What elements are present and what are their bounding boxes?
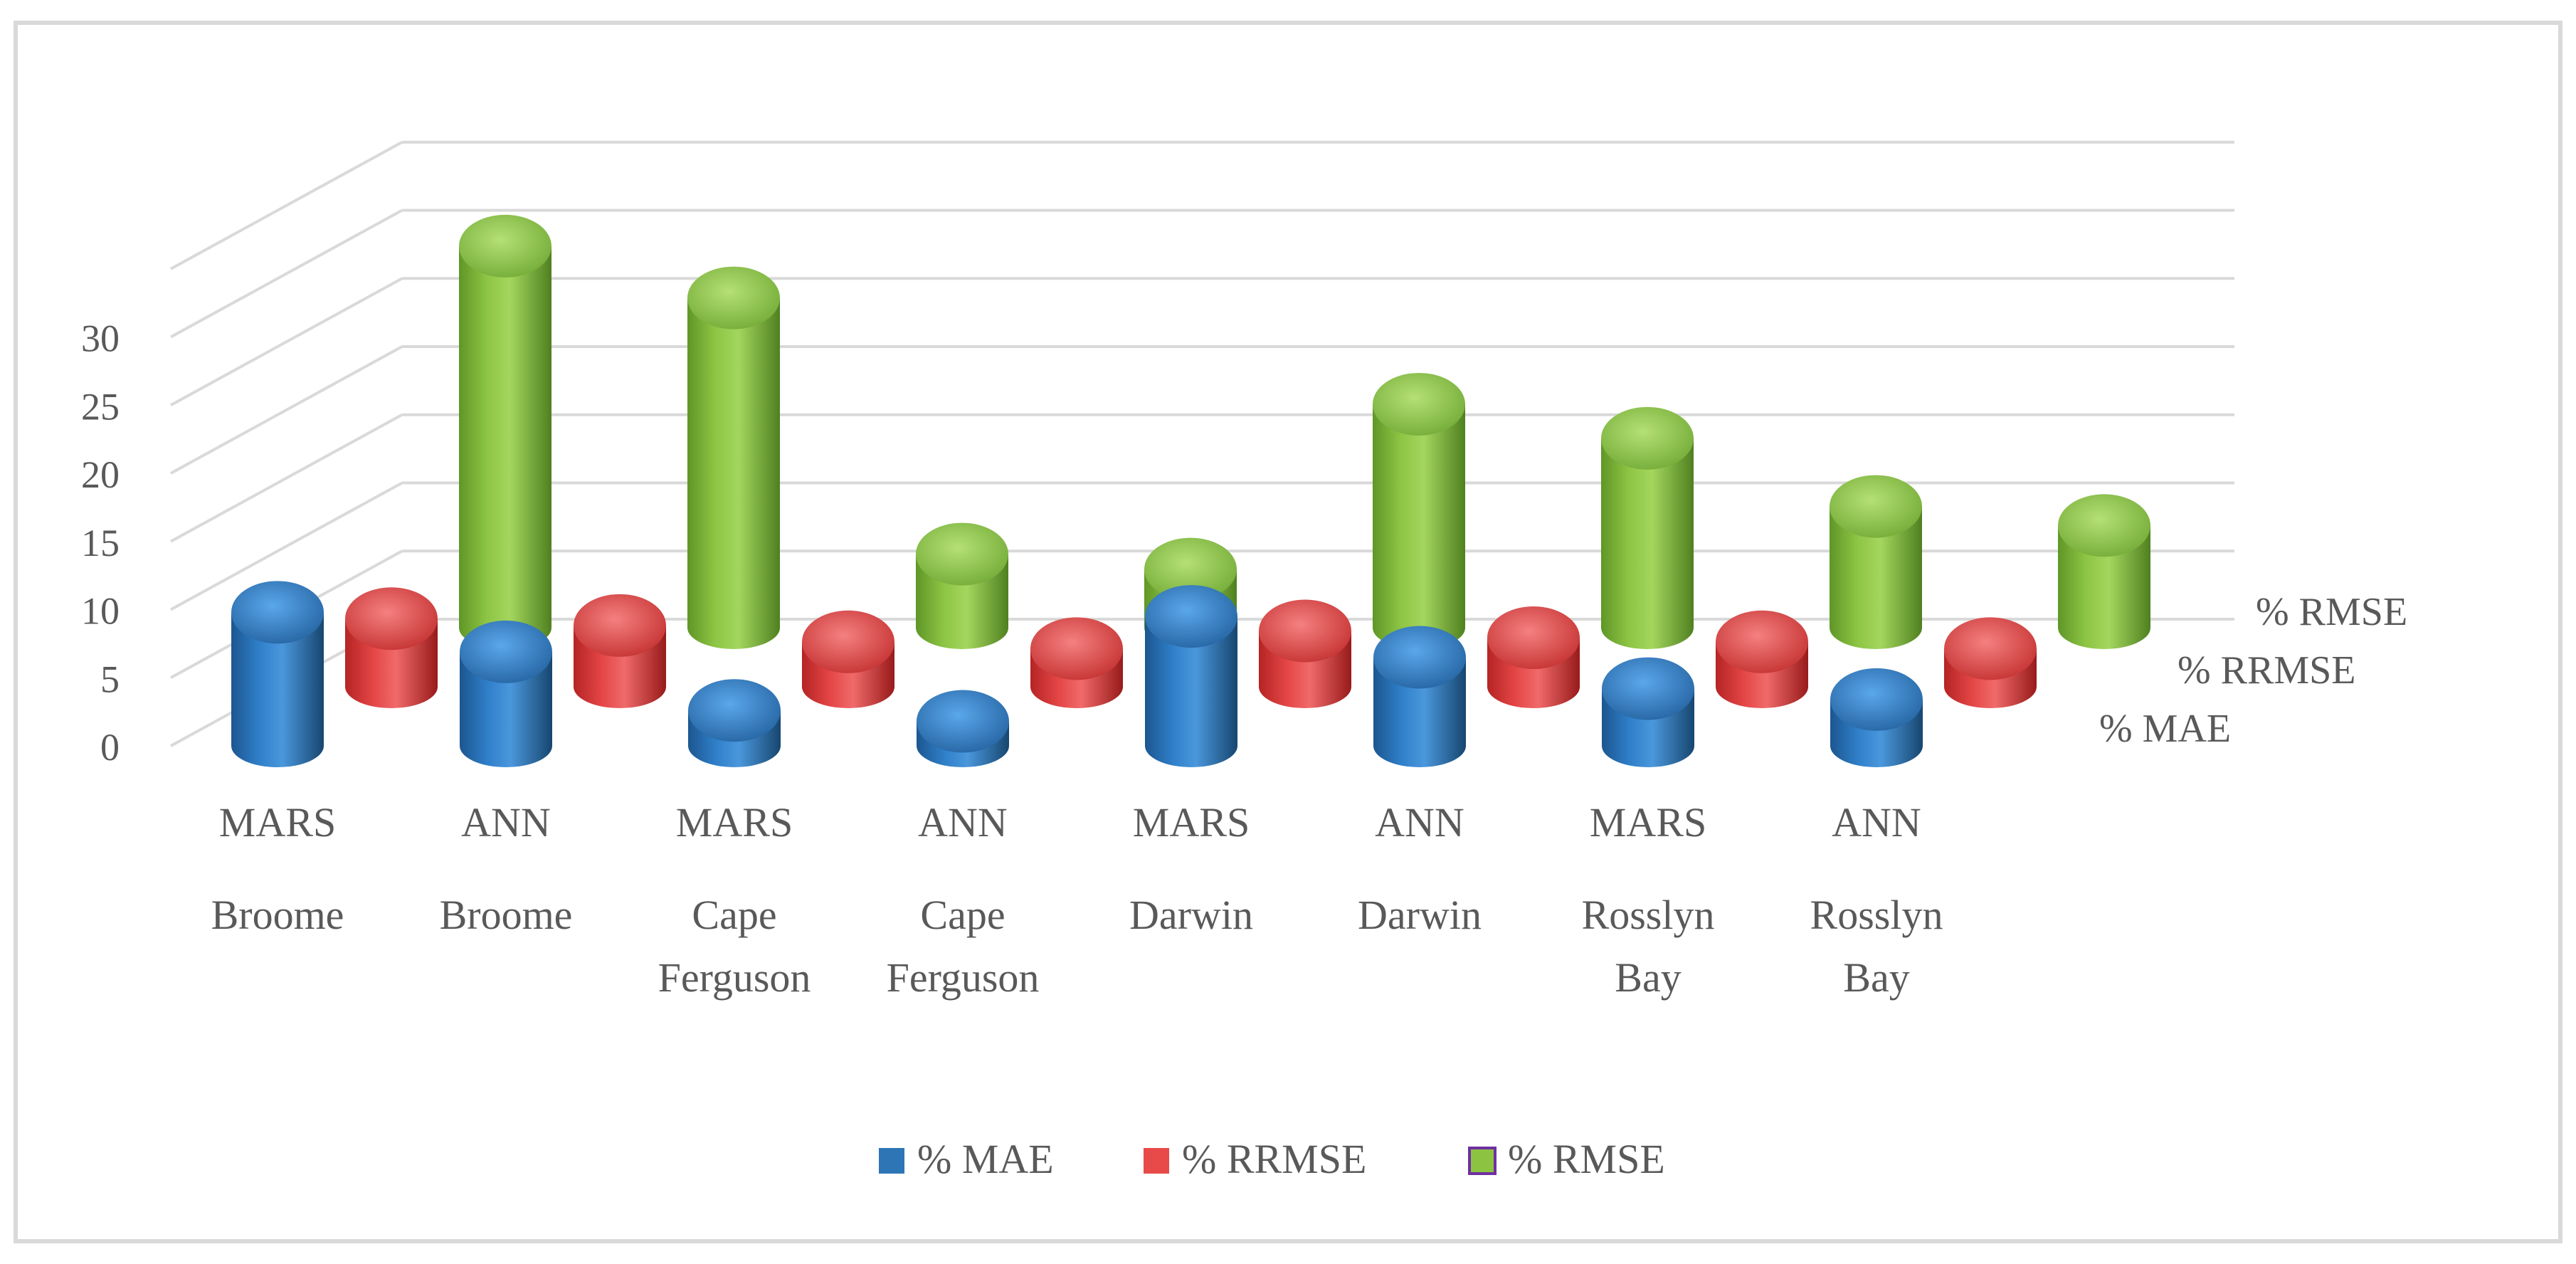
category-model-label: ANN bbox=[1375, 799, 1464, 846]
bar-mae-6 bbox=[1602, 657, 1694, 767]
bar-rmse-1 bbox=[687, 266, 780, 649]
bar-mae-4 bbox=[1145, 585, 1237, 767]
depth-axis-labels: % MAE % RRMSE % RMSE bbox=[2099, 590, 2407, 751]
category-model-label: ANN bbox=[461, 799, 551, 846]
category-model-label: MARS bbox=[1590, 799, 1706, 846]
gridline-side bbox=[170, 481, 403, 611]
bar-rmse-5 bbox=[1601, 406, 1694, 649]
y-tick-label: 25 bbox=[81, 385, 120, 428]
category-site-label: Rosslyn bbox=[1810, 892, 1943, 938]
bar-rrmse-2 bbox=[802, 610, 894, 708]
legend: % MAE % RRMSE % RMSE bbox=[879, 1136, 1665, 1182]
bar-rrmse-6 bbox=[1716, 610, 1808, 708]
y-tick-label: 15 bbox=[81, 522, 120, 564]
bar-mae-1 bbox=[460, 620, 552, 767]
category-model-label: MARS bbox=[219, 799, 336, 846]
bar-rrmse-3 bbox=[1030, 617, 1123, 708]
depth-label: % MAE bbox=[2099, 707, 2231, 751]
category-site-label: Bay bbox=[1843, 954, 1909, 1001]
bar-rmse-4 bbox=[1373, 372, 1465, 649]
x-axis-category-labels: MARS Broome ANN Broome MARS Cape Ferguson ANN Ca… bbox=[211, 799, 1943, 1001]
y-tick-label: 20 bbox=[81, 453, 120, 496]
category-site-label: Darwin bbox=[1358, 892, 1482, 938]
category-model-label: ANN bbox=[918, 799, 1008, 846]
bar-mae-0 bbox=[231, 581, 324, 767]
bar-mae-5 bbox=[1373, 626, 1466, 767]
category-site-label: Ferguson bbox=[887, 954, 1040, 1001]
gridline-side bbox=[170, 277, 403, 407]
bar-mae-7 bbox=[1830, 668, 1923, 767]
category-site-label: Cape bbox=[692, 892, 776, 938]
legend-swatch bbox=[1144, 1148, 1169, 1174]
category-model-label: MARS bbox=[1133, 799, 1250, 846]
category-site-label: Rosslyn bbox=[1582, 892, 1715, 938]
category-site-label: Bay bbox=[1615, 954, 1681, 1001]
bar-rmse-2 bbox=[916, 522, 1008, 649]
bar-rrmse-7 bbox=[1944, 617, 2037, 708]
y-axis-tick-labels: 0 5 10 15 20 25 30 bbox=[81, 317, 120, 769]
legend-item: % RRMSE bbox=[1144, 1136, 1366, 1182]
bar-mae-3 bbox=[917, 690, 1009, 767]
bar-rrmse-0 bbox=[345, 587, 438, 708]
legend-swatch bbox=[879, 1148, 904, 1174]
category-site-label: Broome bbox=[440, 892, 573, 938]
depth-label: % RMSE bbox=[2256, 590, 2407, 634]
category-model-label: MARS bbox=[676, 799, 793, 846]
bar-rrmse-4 bbox=[1259, 599, 1351, 708]
legend-swatch bbox=[1468, 1147, 1496, 1175]
legend-label: % RMSE bbox=[1508, 1136, 1665, 1182]
legend-label: % MAE bbox=[917, 1136, 1054, 1182]
bars bbox=[231, 214, 2150, 767]
gridline-side bbox=[170, 140, 403, 270]
category-site-label: Broome bbox=[211, 892, 344, 938]
bar-rrmse-1 bbox=[574, 594, 666, 708]
y-tick-label: 5 bbox=[100, 658, 120, 700]
category-site-label: Cape bbox=[920, 892, 1005, 938]
gridline-side bbox=[170, 413, 403, 543]
category-model-label: ANN bbox=[1832, 799, 1921, 846]
legend-item: % RMSE bbox=[1468, 1136, 1665, 1182]
y-tick-label: 0 bbox=[100, 726, 120, 769]
y-tick-label: 10 bbox=[81, 590, 120, 633]
bar-rrmse-5 bbox=[1487, 606, 1580, 708]
bar-rmse-6 bbox=[1830, 475, 1922, 649]
depth-label: % RRMSE bbox=[2178, 648, 2356, 692]
y-tick-label: 30 bbox=[81, 317, 120, 360]
category-site-label: Ferguson bbox=[658, 954, 811, 1001]
bar-mae-2 bbox=[688, 679, 781, 767]
category-site-label: Darwin bbox=[1129, 892, 1253, 938]
gridline-side bbox=[170, 345, 403, 475]
bar-rmse-0 bbox=[459, 214, 551, 649]
bar-rmse-7 bbox=[2058, 494, 2150, 649]
legend-label: % RRMSE bbox=[1182, 1136, 1366, 1182]
gridline-side bbox=[170, 209, 403, 339]
legend-item: % MAE bbox=[879, 1136, 1054, 1182]
